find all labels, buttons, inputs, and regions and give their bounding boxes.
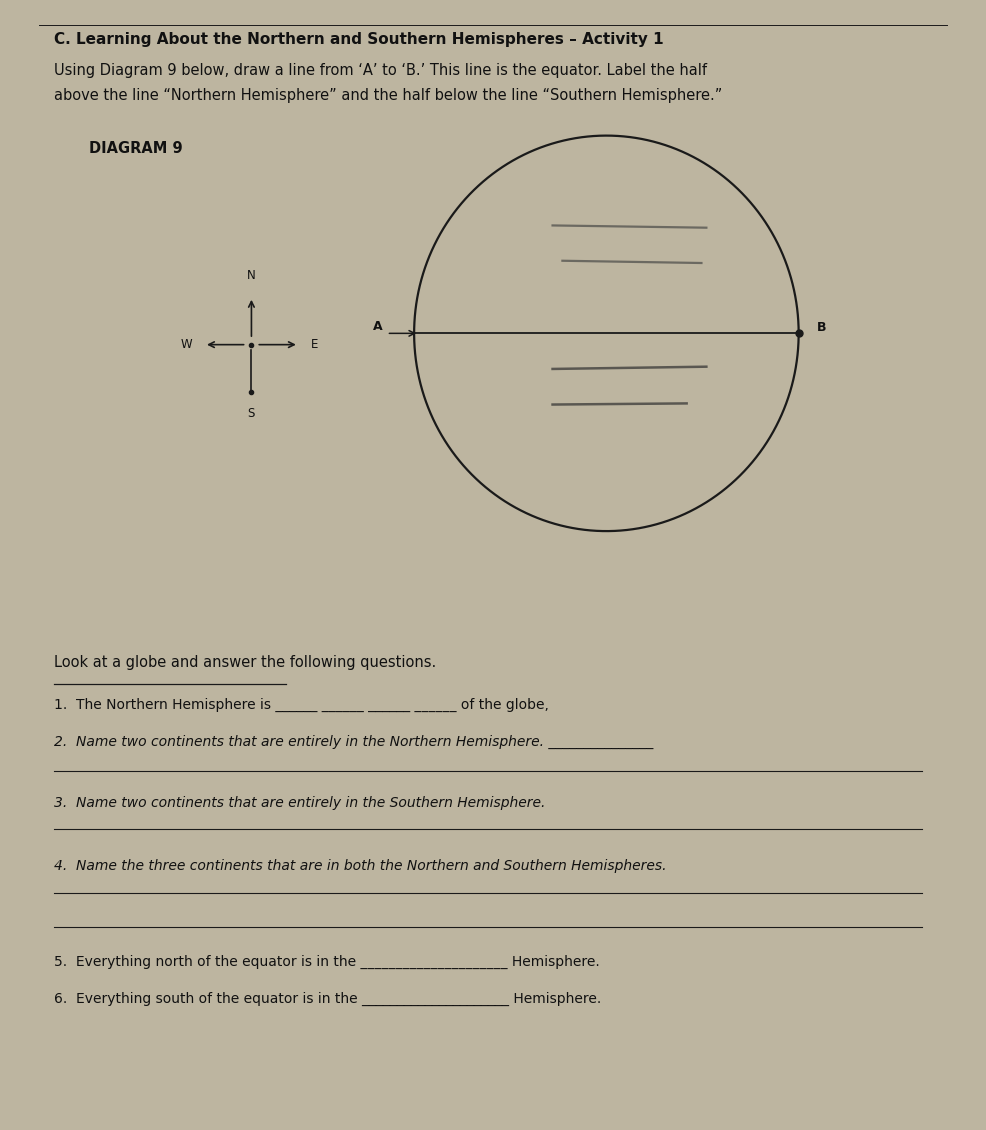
Text: 1.  The Northern Hemisphere is ______ ______ ______ ______ of the globe,: 1. The Northern Hemisphere is ______ ___… — [54, 698, 549, 713]
Text: 5.  Everything north of the equator is in the _____________________ Hemisphere.: 5. Everything north of the equator is in… — [54, 955, 599, 970]
Text: E: E — [311, 338, 317, 351]
Text: 4.  Name the three continents that are in both the Northern and Southern Hemisph: 4. Name the three continents that are in… — [54, 859, 667, 872]
Text: A: A — [373, 320, 383, 333]
Text: 6.  Everything south of the equator is in the _____________________ Hemisphere.: 6. Everything south of the equator is in… — [54, 992, 601, 1007]
Text: S: S — [247, 407, 255, 420]
Text: W: W — [180, 338, 192, 351]
Text: above the line “Northern Hemisphere” and the half below the line “Southern Hemis: above the line “Northern Hemisphere” and… — [54, 88, 723, 103]
Text: 2.  Name two continents that are entirely in the Northern Hemisphere. __________: 2. Name two continents that are entirely… — [54, 734, 654, 749]
Text: DIAGRAM 9: DIAGRAM 9 — [89, 141, 182, 156]
Text: N: N — [247, 269, 255, 282]
Text: B: B — [816, 321, 826, 334]
Text: Look at a globe and answer the following questions.: Look at a globe and answer the following… — [54, 655, 437, 670]
Text: C. Learning About the Northern and Southern Hemispheres – Activity 1: C. Learning About the Northern and South… — [54, 32, 664, 46]
Text: 3.  Name two continents that are entirely in the Southern Hemisphere.: 3. Name two continents that are entirely… — [54, 796, 545, 809]
Text: Using Diagram 9 below, draw a line from ‘A’ to ‘B.’ This line is the equator. La: Using Diagram 9 below, draw a line from … — [54, 63, 707, 78]
